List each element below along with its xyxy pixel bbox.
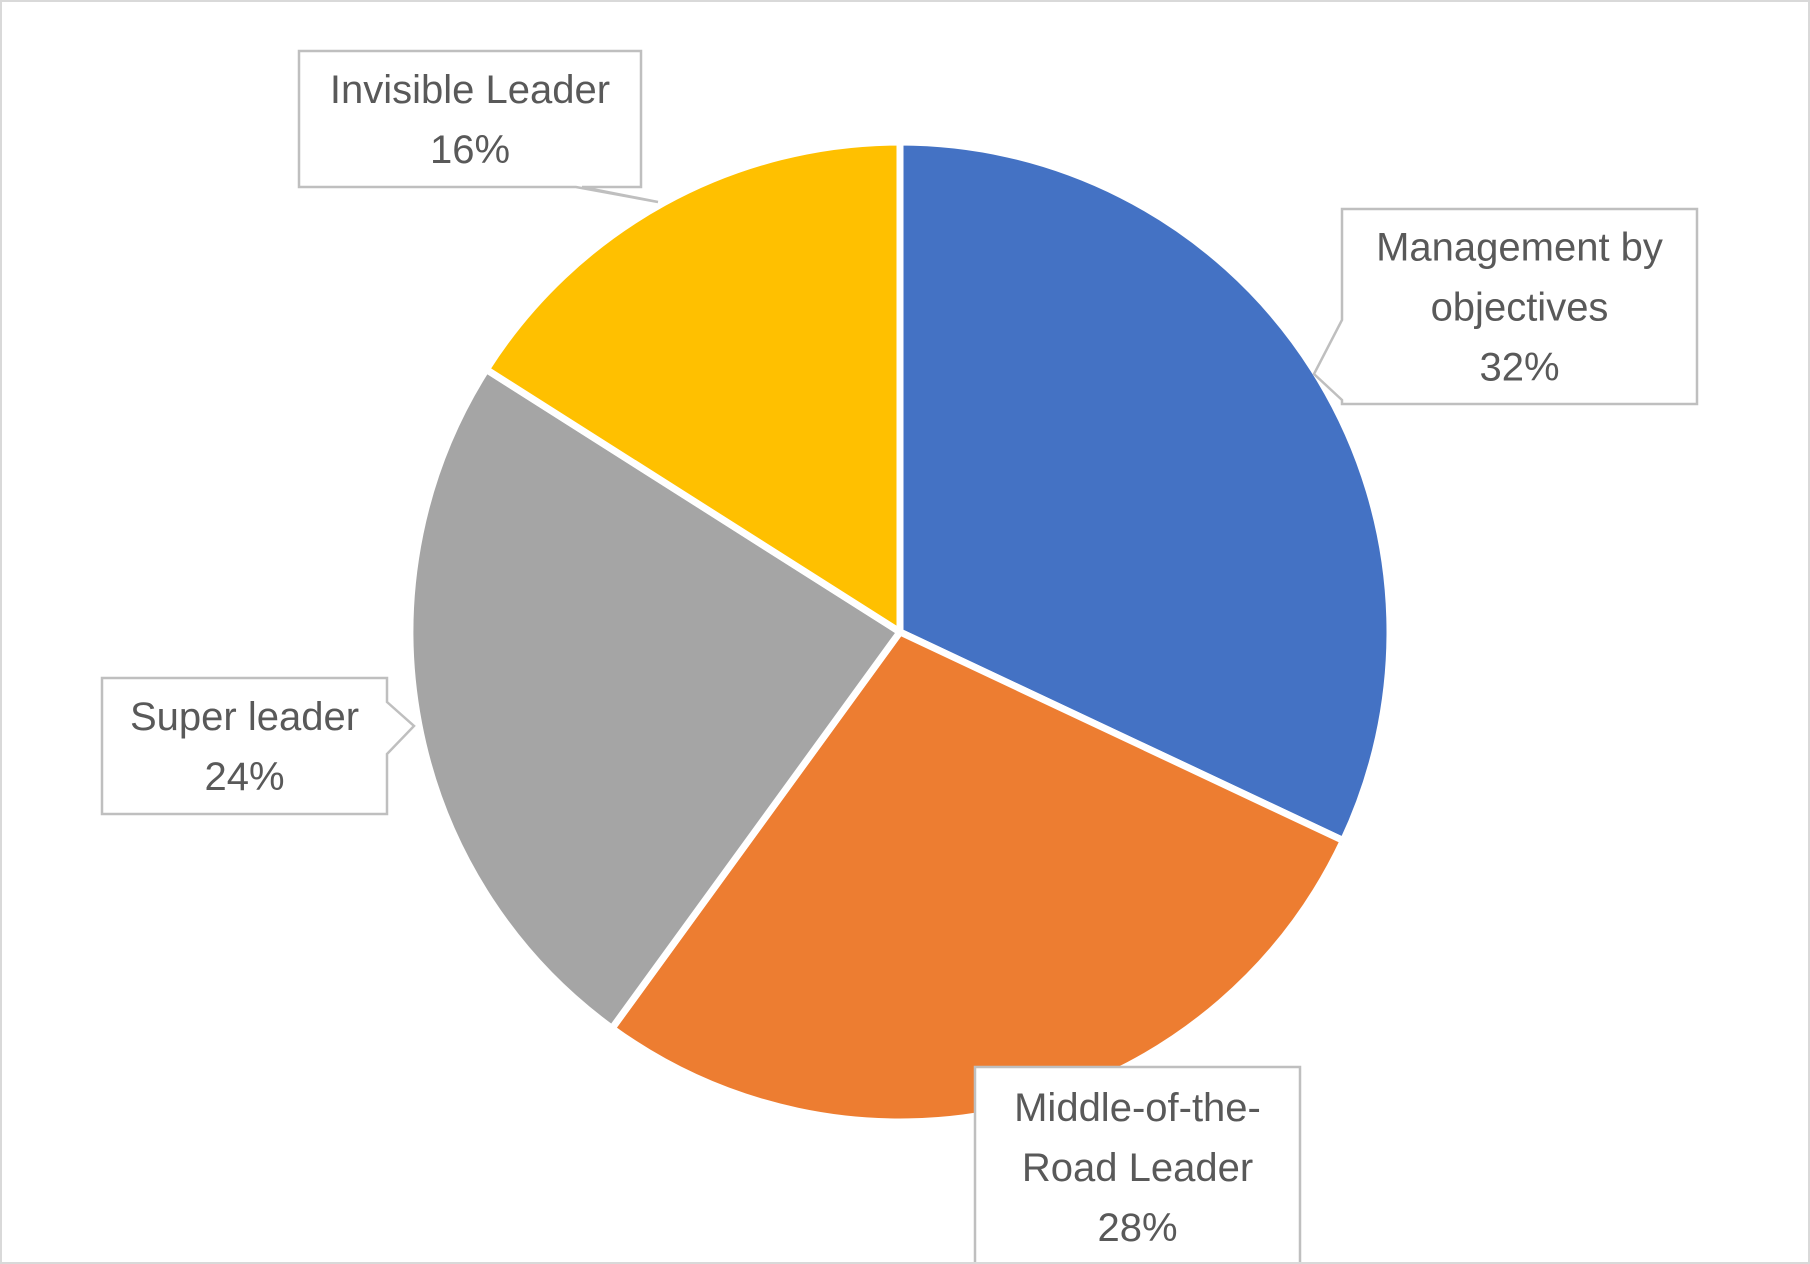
data-label-management-by-objectives: Management by objectives 32% [1312,207,1699,406]
data-label-value: 24% [204,755,284,799]
callout-box [1312,207,1699,406]
data-label-category: Management by [1376,226,1663,270]
pie-slices [406,138,1394,1126]
callout-box [100,676,416,816]
callout-box [973,1065,1302,1262]
data-label-category: Middle-of-the- [1014,1086,1261,1130]
data-label-invisible-leader: Invisible Leader 16% [297,49,659,204]
data-label-super-leader: Super leader 24% [100,676,416,816]
data-label-value: 28% [1097,1206,1177,1250]
pie-slice-management-by-objectives [896,138,1394,845]
data-label-category: Super leader [130,695,359,739]
data-label-value: 32% [1479,346,1559,390]
pie-slice-invisible-leader [482,138,904,636]
pie-slice-super-leader [406,365,904,1032]
data-label-callouts: Management by objectives 32% Middle-of-the-… [100,49,1699,1262]
callout-box [297,49,659,204]
data-label-middle-of-the-road-leader: Middle-of-the- Road Leader 28% [973,1065,1302,1262]
data-label-category: Invisible Leader [330,68,610,112]
data-label-value: 16% [430,128,510,172]
data-label-category: Road Leader [1022,1146,1253,1190]
data-label-category: objectives [1431,286,1609,330]
